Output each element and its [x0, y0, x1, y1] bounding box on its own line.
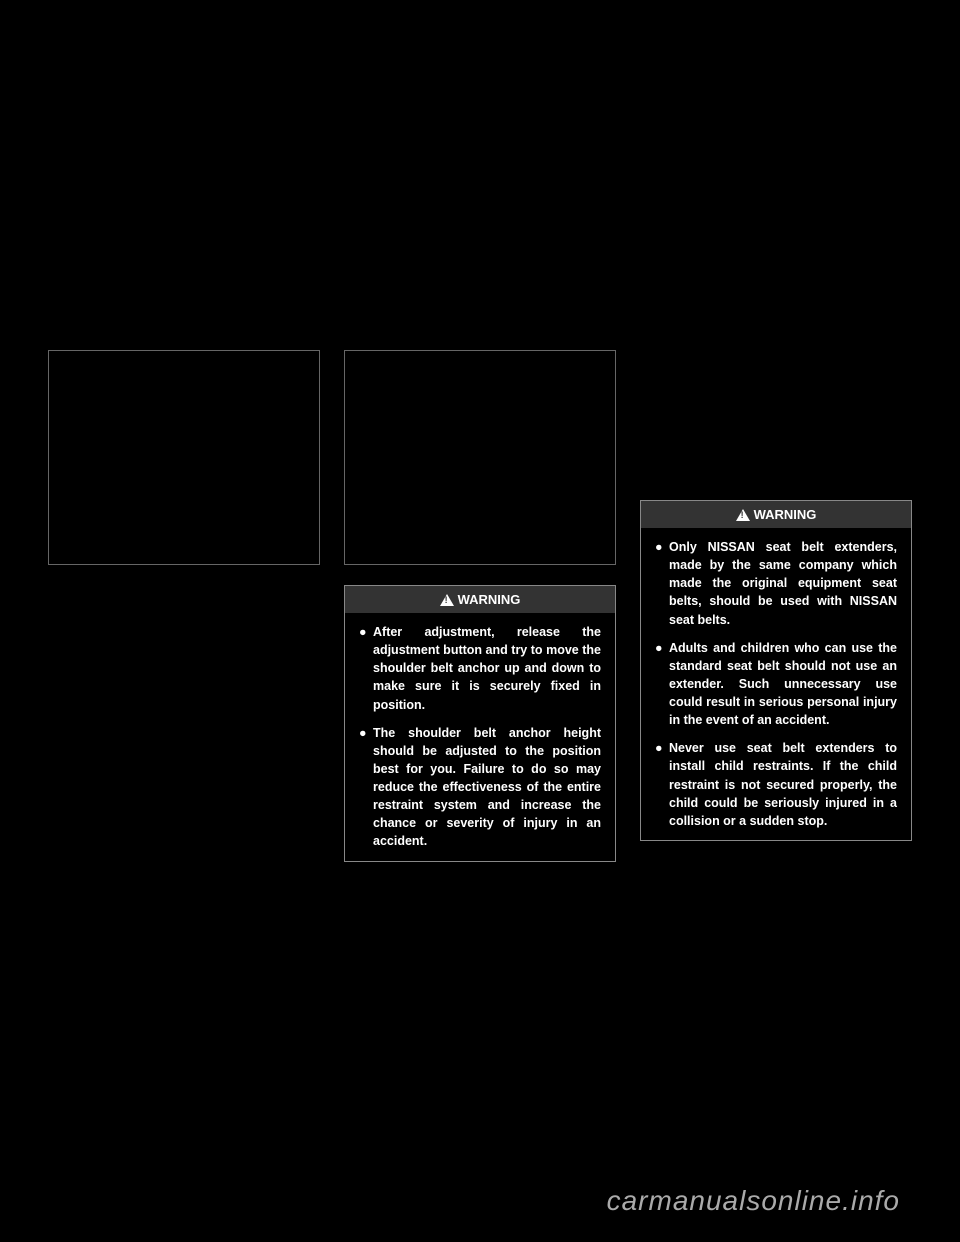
warning-list: After adjustment, release the adjustment…	[359, 623, 601, 851]
warning-item: After adjustment, release the adjustment…	[359, 623, 601, 714]
warning-list: Only NISSAN seat belt extenders, made by…	[655, 538, 897, 830]
warning-body: After adjustment, release the adjustment…	[345, 613, 615, 861]
warning-header: WARNING	[641, 501, 911, 528]
warning-triangle-icon	[440, 594, 454, 606]
warning-box-shoulder-belt: WARNING After adjustment, release the ad…	[344, 585, 616, 862]
column-2: WARNING After adjustment, release the ad…	[344, 350, 616, 862]
warning-item: The shoulder belt anchor height should b…	[359, 724, 601, 851]
warning-title: WARNING	[754, 507, 817, 522]
warning-triangle-icon	[736, 509, 750, 521]
figure-placeholder-1	[48, 350, 320, 565]
warning-item: Adults and children who can use the stan…	[655, 639, 897, 730]
warning-header: WARNING	[345, 586, 615, 613]
warning-body: Only NISSAN seat belt extenders, made by…	[641, 528, 911, 840]
column-1	[48, 350, 320, 862]
figure-placeholder-2	[344, 350, 616, 565]
warning-item: Only NISSAN seat belt extenders, made by…	[655, 538, 897, 629]
spacer	[640, 350, 912, 500]
warning-item: Never use seat belt extenders to install…	[655, 739, 897, 830]
warning-box-extenders: WARNING Only NISSAN seat belt extenders,…	[640, 500, 912, 841]
warning-title: WARNING	[458, 592, 521, 607]
column-3: WARNING Only NISSAN seat belt extenders,…	[640, 350, 912, 862]
page-content: WARNING After adjustment, release the ad…	[0, 0, 960, 862]
watermark-text: carmanualsonline.info	[607, 1185, 900, 1217]
